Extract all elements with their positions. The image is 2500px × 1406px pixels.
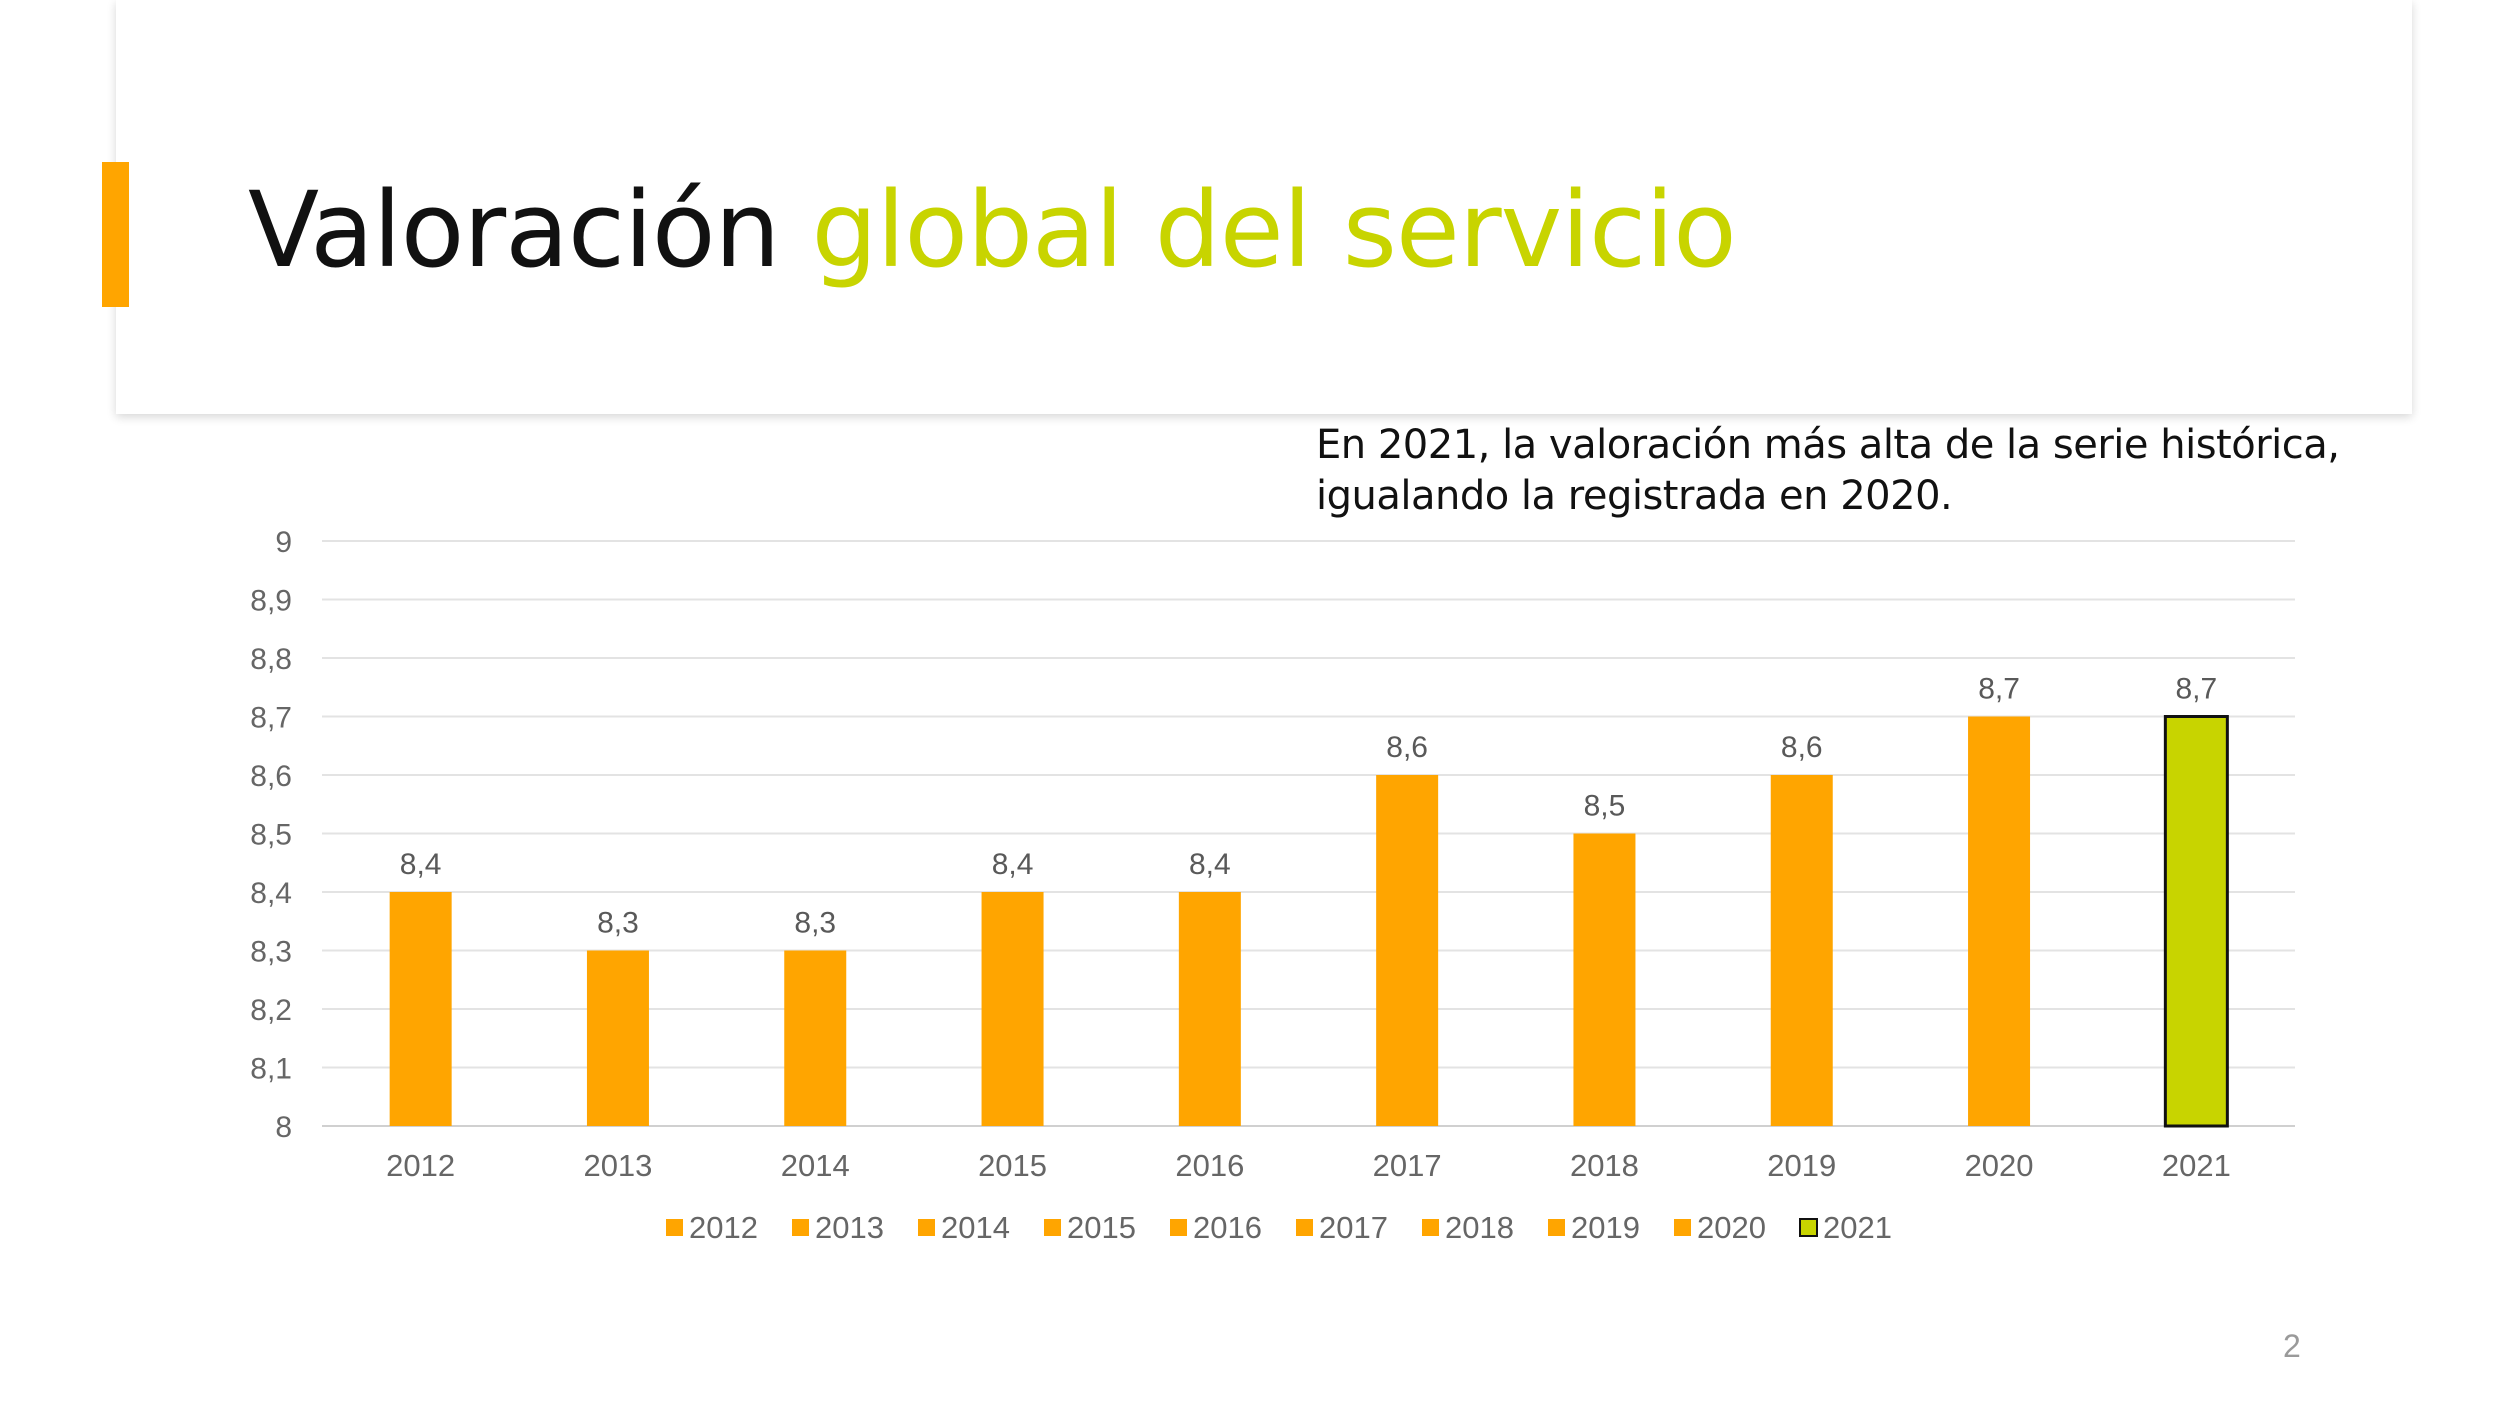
bar (1968, 716, 2031, 1126)
data-label: 8,7 (1978, 673, 2020, 706)
y-tick-label: 8 (275, 1111, 292, 1144)
legend-swatch (1170, 1219, 1187, 1236)
bars (389, 715, 2229, 1128)
x-tick-label: 2019 (1767, 1148, 1836, 1183)
bar (981, 892, 1044, 1126)
bar (2163, 715, 2229, 1128)
y-tick-label: 8,4 (250, 877, 292, 910)
title-part-1: Valoración (248, 169, 780, 291)
page-title: Valoración global del servicio (248, 160, 1737, 300)
legend-swatch (1296, 1219, 1313, 1236)
chart-commentary: En 2021, la valoración más alta de la se… (1316, 420, 2340, 522)
legend-label: 2021 (1823, 1210, 1892, 1245)
legend-swatch (1548, 1219, 1565, 1236)
legend-swatch (792, 1219, 809, 1236)
legend-label: 2020 (1697, 1210, 1766, 1245)
data-label: 8,4 (1189, 848, 1231, 881)
page-number: 2 (2283, 1328, 2301, 1364)
commentary-line-2: igualando la registrada en 2020. (1316, 473, 1953, 519)
data-label: 8,7 (2175, 673, 2217, 706)
y-tick-label: 8,7 (250, 702, 292, 735)
y-tick-label: 9 (275, 526, 292, 559)
legend-label: 2013 (815, 1210, 884, 1245)
legend: 2012 2013 2014 2015 2016 2017 2018 2019 2020 2021 (666, 1210, 1892, 1245)
bar (389, 892, 452, 1126)
x-tick-label: 2014 (781, 1148, 850, 1183)
bar (1770, 775, 1833, 1126)
data-label: 8,6 (1386, 731, 1428, 764)
legend-swatch (1674, 1219, 1691, 1236)
legend-swatch (666, 1219, 683, 1236)
title-accent-bar (102, 162, 129, 307)
bar (1376, 775, 1439, 1126)
y-tick-label: 8,2 (250, 994, 292, 1027)
data-label: 8,3 (794, 907, 836, 940)
title-part-2: global del servicio (811, 169, 1737, 291)
y-tick-label: 8,6 (250, 760, 292, 793)
data-label: 8,6 (1781, 731, 1823, 764)
y-tick-label: 8,1 (250, 1053, 292, 1086)
x-tick-label: 2018 (1570, 1148, 1639, 1183)
data-label: 8,3 (597, 907, 639, 940)
x-tick-label: 2012 (386, 1148, 455, 1183)
legend-label: 2012 (689, 1210, 758, 1245)
legend-label: 2017 (1319, 1210, 1388, 1245)
legend-label: 2015 (1067, 1210, 1136, 1245)
commentary-line-1: En 2021, la valoración más alta de la se… (1316, 422, 2340, 468)
data-label: 8,5 (1584, 790, 1626, 823)
y-axis-ticks: 8 8,1 8,2 8,3 8,4 8,5 8,6 8,7 8,8 8,9 9 (250, 526, 292, 1144)
bar (1573, 833, 1636, 1126)
y-tick-label: 8,5 (250, 819, 292, 852)
gridlines (322, 540, 2295, 1127)
x-tick-label: 2017 (1373, 1148, 1442, 1183)
x-tick-label: 2016 (1175, 1148, 1244, 1183)
bar (784, 950, 847, 1126)
y-tick-label: 8,9 (250, 585, 292, 618)
legend-swatch (1044, 1219, 1061, 1236)
legend-label: 2019 (1571, 1210, 1640, 1245)
x-tick-label: 2015 (978, 1148, 1047, 1183)
legend-swatch (1422, 1219, 1439, 1236)
x-tick-label: 2020 (1965, 1148, 2034, 1183)
data-label: 8,4 (992, 848, 1034, 881)
legend-label: 2014 (941, 1210, 1010, 1245)
legend-swatch (1799, 1218, 1818, 1237)
legend-label: 2016 (1193, 1210, 1262, 1245)
y-tick-label: 8,8 (250, 643, 292, 676)
x-tick-label: 2013 (583, 1148, 652, 1183)
bar (586, 950, 649, 1126)
legend-swatch (918, 1219, 935, 1236)
bar (1178, 892, 1241, 1126)
x-axis-ticks: 2012 2013 2014 2015 2016 2017 2018 2019 2020 2021 (386, 1148, 2231, 1183)
y-tick-label: 8,3 (250, 936, 292, 969)
header-card (116, 0, 2412, 414)
data-label: 8,4 (400, 848, 442, 881)
data-labels: 8,4 8,3 8,3 8,4 8,4 8,6 8,5 8,6 8,7 8,7 (400, 673, 2217, 940)
x-tick-label: 2021 (2162, 1148, 2231, 1183)
legend-label: 2018 (1445, 1210, 1514, 1245)
